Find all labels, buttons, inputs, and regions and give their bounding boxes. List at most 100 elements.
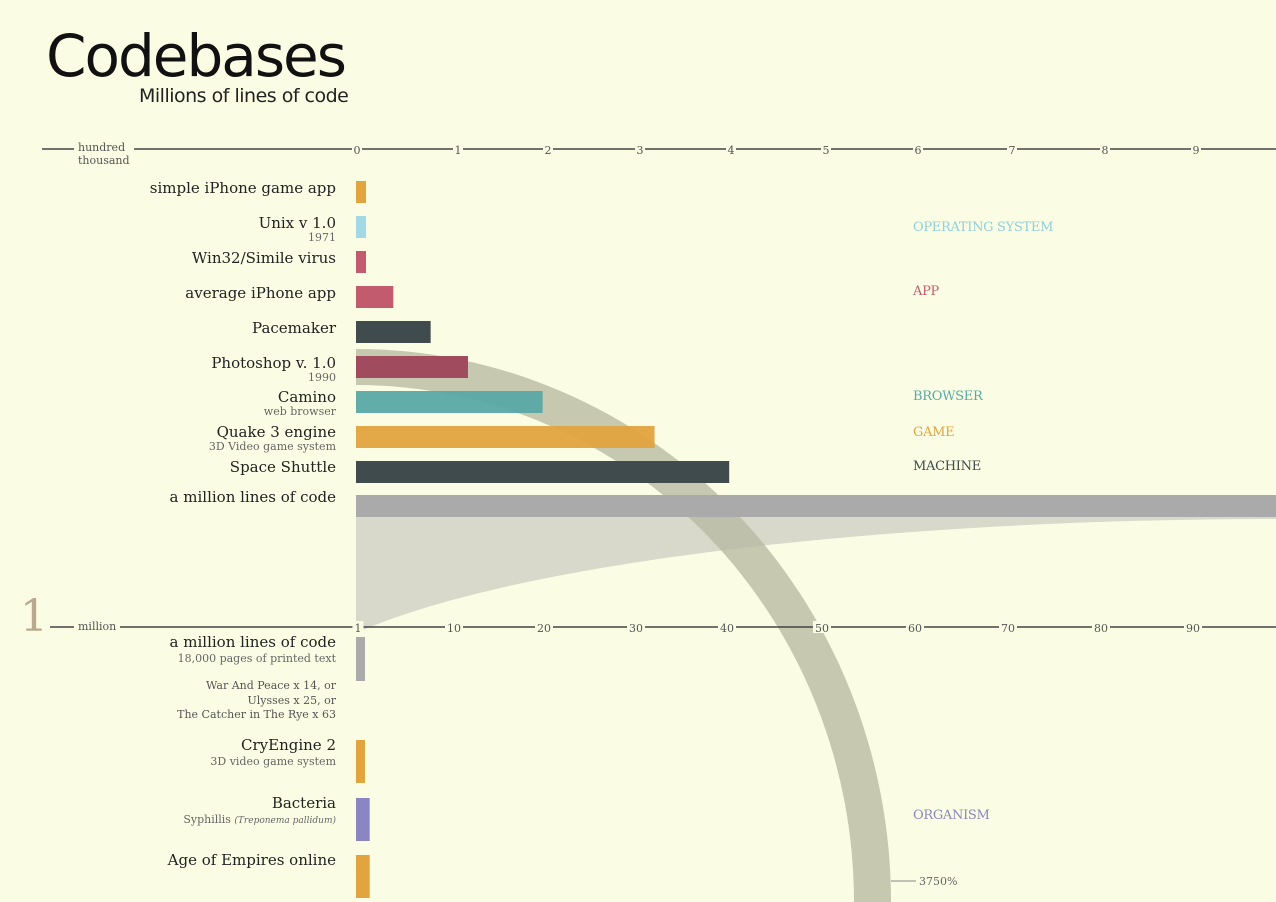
row-name: Pacemaker (252, 319, 336, 337)
zoom-percentage: 3750% (919, 875, 958, 888)
tick-bg (352, 143, 362, 155)
tick-bg (726, 143, 736, 155)
row-name: Camino (277, 388, 336, 406)
axis1-tick-label: 6 (915, 144, 922, 157)
axis1-tick-label: 1 (455, 144, 462, 157)
row-subtitle: 3D Video game system (208, 440, 336, 453)
row-label: a million lines of code 18,000 pages of p… (170, 634, 336, 665)
axis2-tick-label: 40 (720, 622, 734, 635)
tick-bg (813, 621, 831, 633)
bar-space-shuttle (356, 461, 730, 483)
axis2-tick-label: 60 (908, 622, 922, 635)
axis1-tick-label: 8 (1102, 144, 1109, 157)
axis2-tick-label: 1 (355, 622, 362, 635)
tick-bg (821, 143, 831, 155)
note-line: Ulysses x 25, or (247, 693, 336, 707)
bar-pacemaker (356, 321, 431, 343)
row-subtitle: 3D video game system (210, 755, 336, 768)
axis1-tick-label: 2 (545, 144, 552, 157)
axis1-tick-label: 3 (637, 144, 644, 157)
row-label: Bacteria Syphillis (Treponema pallidum) (183, 795, 336, 827)
category-machine: MACHINE (913, 459, 981, 474)
axis1-tick-label: 0 (354, 144, 361, 157)
zoom-arc (356, 349, 891, 902)
axis1-tick-label: 7 (1009, 144, 1016, 157)
tick-bg (627, 621, 645, 633)
row-label: a million lines of code (170, 489, 336, 506)
row-name: Bacteria (271, 794, 336, 812)
bar-cryengine-2 (356, 740, 365, 783)
row-name: CryEngine 2 (241, 736, 336, 754)
row-label: Quake 3 engine 3D Video game system (209, 424, 336, 453)
row-label: CryEngine 2 3D video game system (210, 737, 336, 768)
category-organism: ORGANISM (913, 808, 990, 823)
row-name: Space Shuttle (229, 458, 336, 476)
axis2-tick-label: 70 (1001, 622, 1015, 635)
row-name: Age of Empires online (167, 851, 336, 869)
row-label: Win32/Simile virus (192, 250, 336, 267)
category-operating-system: OPERATING SYSTEM (913, 220, 1054, 235)
category-app: APP (913, 284, 939, 299)
zoom-funnel (356, 517, 1276, 633)
tick-bg (352, 621, 364, 633)
bar-unix-v-1-0 (356, 216, 366, 238)
axis1-scale-line2: thousand (78, 154, 130, 167)
row-label: Age of Empires online (168, 852, 336, 869)
bar-camino (356, 391, 543, 413)
bar-age-of-empires-online (356, 855, 370, 898)
category-game: GAME (913, 425, 955, 440)
bar-photoshop-v-1-0 (356, 356, 468, 378)
tick-bg (1191, 143, 1201, 155)
row-name: Photoshop v. 1.0 (211, 354, 336, 372)
axis1-scale-line1: hundred (78, 141, 126, 154)
tick-bg (1092, 621, 1110, 633)
axis2-tick-label: 10 (447, 622, 461, 635)
row-name: simple iPhone game app (149, 179, 336, 197)
tick-bg (1100, 143, 1110, 155)
axis2-tick-label: 80 (1094, 622, 1108, 635)
tick-bg (635, 143, 645, 155)
note-line: The Catcher in The Rye x 63 (177, 708, 336, 721)
row-name: Quake 3 engine (216, 423, 336, 441)
tick-bg (913, 143, 923, 155)
row-label: Camino web browser (264, 389, 336, 418)
axis1-scale-label: hundred thousand (74, 141, 134, 167)
row-name: a million lines of code (169, 488, 336, 506)
axis2-big-scale: 1 (20, 591, 48, 642)
row-subtitle: 1990 (308, 371, 336, 384)
row-name: Win32/Simile virus (191, 249, 336, 267)
tick-bg (718, 621, 736, 633)
row-name: Unix v 1.0 (258, 214, 336, 232)
bar-a-million-lines-of-code (356, 637, 365, 681)
row-label: simple iPhone game app (150, 180, 336, 197)
tick-bg (999, 621, 1017, 633)
chart-subtitle: Millions of lines of code (139, 85, 349, 107)
row-label: Space Shuttle (230, 459, 336, 476)
row-subtitle: 1971 (308, 231, 336, 244)
row-subtitle: web browser (263, 405, 336, 418)
tick-bg (906, 621, 924, 633)
axis2-tick-label: 30 (629, 622, 643, 635)
row-name: a million lines of code (169, 633, 336, 651)
row-label: Pacemaker (252, 320, 336, 337)
axis1-tick-label: 5 (823, 144, 830, 157)
bar-win32-simile-virus (356, 251, 366, 273)
axis2-scale-label: million (74, 620, 121, 633)
row-subtitle: 18,000 pages of printed text (177, 652, 336, 665)
tick-bg (1184, 621, 1202, 633)
bar-average-iphone-app (356, 286, 394, 308)
row-subtitle: Syphillis (Treponema pallidum) (183, 813, 336, 827)
row-name: average iPhone app (185, 284, 336, 302)
row-label: Photoshop v. 1.0 1990 (211, 355, 336, 384)
axis2-tick-label: 20 (537, 622, 551, 635)
tick-bg (453, 143, 463, 155)
note-line: War And Peace x 14, or (206, 679, 336, 692)
row-label: Unix v 1.0 1971 (259, 215, 336, 244)
row-subtitle-italic: (Treponema pallidum) (234, 816, 336, 826)
tick-bg (445, 621, 463, 633)
bar-bacteria (356, 798, 370, 841)
axis2-tick-label: 90 (1186, 622, 1200, 635)
axis2-tick-label: 50 (815, 622, 829, 635)
printed-text-comparison: War And Peace x 14, or Ulysses x 25, or … (177, 679, 336, 723)
